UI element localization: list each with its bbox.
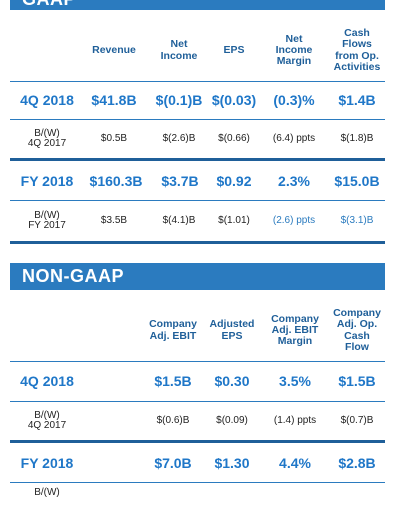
gaap-row-4q2018: 4Q 2018 $41.8B $(0.1)B $(0.03) (0.3)% $1… [10,82,385,120]
table-cell: $0.5B [100,132,128,144]
table-cell: (0.3)% [273,92,315,109]
table-cell: $3.7B [161,173,199,190]
gaap-row-fy2018: FY 2018 $160.3B $3.7B $0.92 2.3% $15.0B [10,163,385,201]
row-label: 4Q 2018 [20,92,74,109]
table-cell: $(1.8)B [340,132,374,144]
table-cell: 3.5% [279,373,311,390]
gaap-col-margin: Net Income Margin [275,32,313,67]
nongaap-col-adj-eps: Adjusted EPS [209,318,255,342]
table-cell: $0.30 [214,373,250,390]
table-cell: $41.8B [91,92,137,109]
nongaap-row-4q2018: 4Q 2018 $1.5B $0.30 3.5% $1.5B [10,362,385,402]
table-cell: $0.92 [216,173,252,190]
table-cell: $(3.1)B [340,214,374,226]
table-cell: $(0.6)B [156,414,190,426]
gaap-col-revenue: Revenue [92,43,136,56]
table-cell: $(4.1)B [162,214,196,226]
table-cell: $(0.66) [218,132,250,144]
nongaap-row-bw-fy2017: B/(W) [10,484,385,514]
table-cell: $(2.6)B [162,132,196,144]
row-label: 4Q 2018 [20,373,74,390]
nongaap-row-bw-4q2017: B/(W) 4Q 2017 $(0.6)B $(0.09) (1.4) ppts… [10,402,385,443]
table-cell: $1.5B [154,373,192,390]
nongaap-title: NON-GAAP [22,266,124,286]
gaap-col-net-income: Net Income [160,38,198,62]
table-cell: $2.8B [338,455,376,472]
nongaap-header-row: Company Adj. EBIT Adjusted EPS Company A… [10,300,385,362]
table-cell: $7.0B [154,455,192,472]
table-cell: $15.0B [334,173,380,190]
table-cell: $1.30 [214,455,250,472]
table-cell: 4.4% [279,455,311,472]
row-label: B/(W) 4Q 2017 [27,409,67,431]
nongaap-section-header: NON-GAAP [10,263,385,290]
gaap-header-row: Revenue Net Income EPS Net Income Margin… [10,20,385,82]
table-cell: $(0.09) [216,414,248,426]
nongaap-col-ebit-margin: Company Adj. EBIT Margin [271,312,319,347]
table-cell: $(0.1)B [155,92,203,109]
table-cell: $1.4B [338,92,376,109]
nongaap-col-op-cash-flow: Company Adj. Op. Cash Flow [333,307,381,353]
row-label: B/(W) 4Q 2017 [27,127,67,149]
table-cell: $(0.7)B [340,414,374,426]
table-cell: 2.3% [278,173,310,190]
gaap-row-bw-4q2017: B/(W) 4Q 2017 $0.5B $(2.6)B $(0.66) (6.4… [10,120,385,161]
table-cell: (1.4) ppts [273,414,317,426]
table-cell: $(1.01) [218,214,250,226]
table-cell: $160.3B [89,173,143,190]
table-cell: (6.4) ppts [272,132,316,144]
gaap-section-header: GAAP [10,0,385,10]
table-cell: $(0.03) [211,92,257,109]
gaap-row-bw-fy2017: B/(W) FY 2017 $3.5B $(4.1)B $(1.01) (2.6… [10,201,385,244]
nongaap-row-fy2018: FY 2018 $7.0B $1.30 4.4% $2.8B [10,445,385,483]
gaap-col-cashflow: Cash Flows from Op. Activities [333,27,381,73]
gaap-title: GAAP [22,0,76,10]
table-cell: $1.5B [338,373,376,390]
row-label: B/(W) FY 2017 [28,209,66,231]
table-cell: $3.5B [100,214,128,226]
row-label: FY 2018 [20,455,74,472]
gaap-col-eps: EPS [223,43,245,56]
nongaap-col-adj-ebit: Company Adj. EBIT [149,318,197,342]
row-label: B/(W) [34,487,60,498]
table-cell: (2.6) ppts [272,214,316,226]
row-label: FY 2018 [20,173,74,190]
